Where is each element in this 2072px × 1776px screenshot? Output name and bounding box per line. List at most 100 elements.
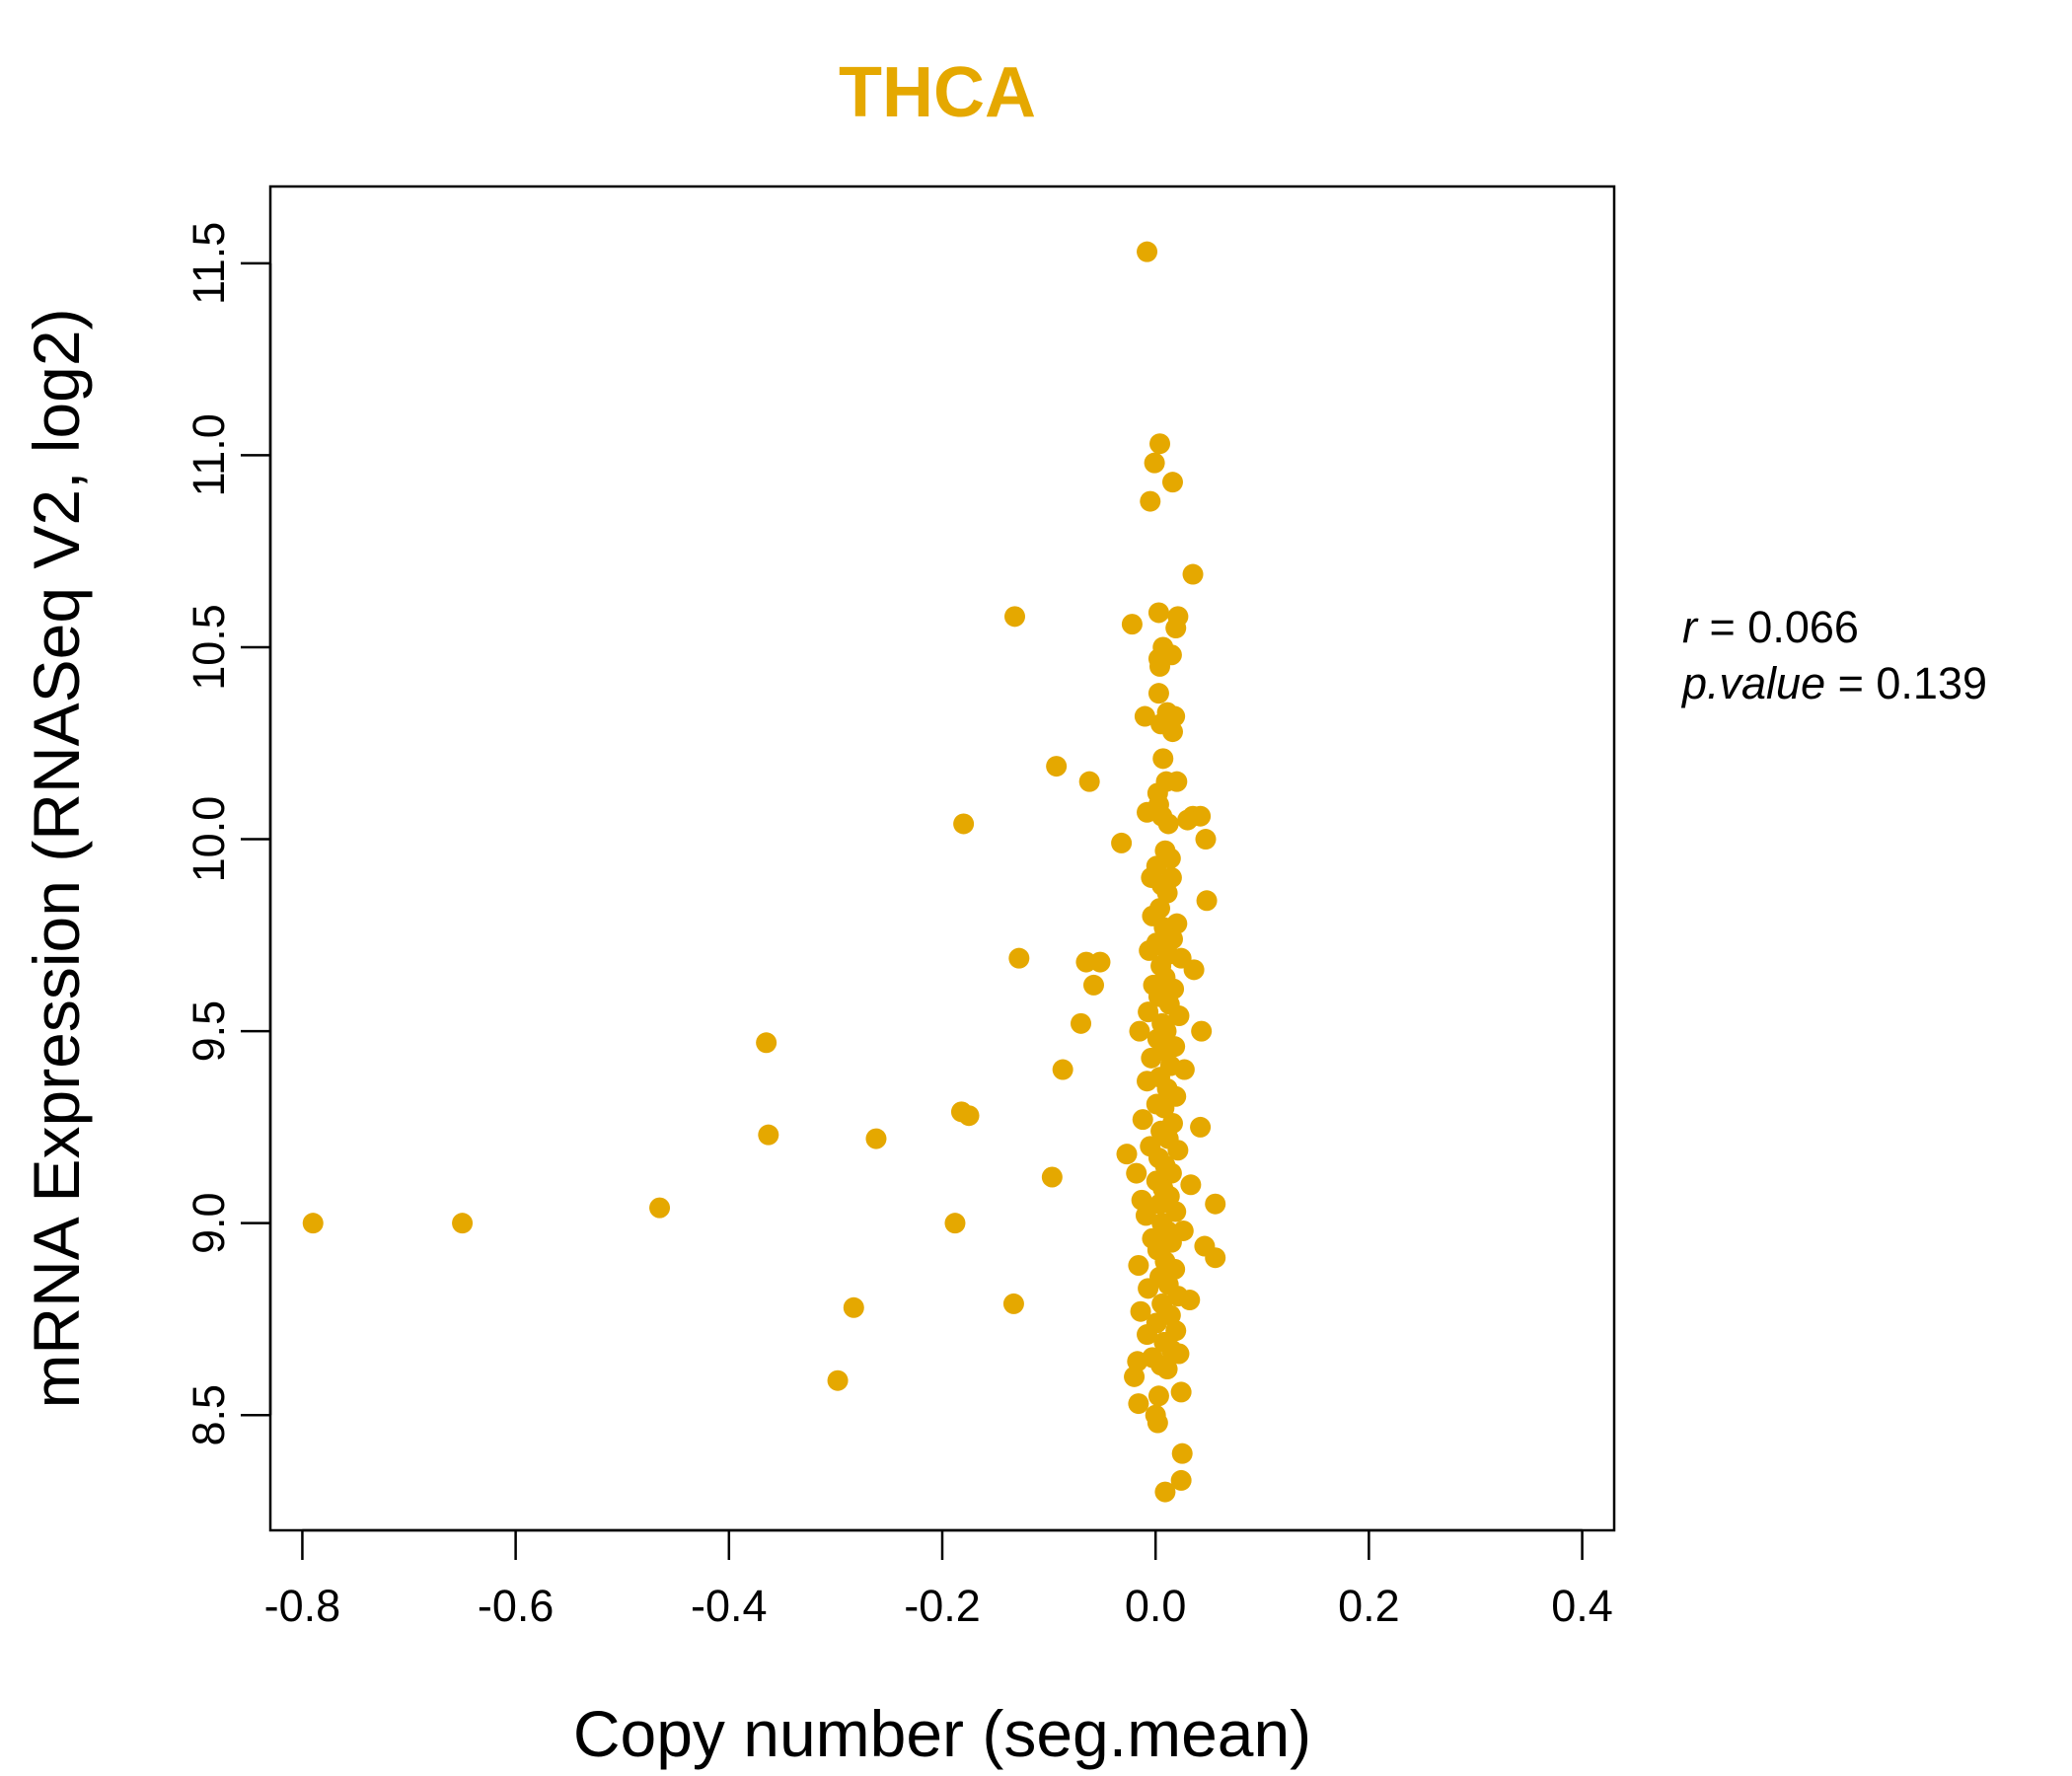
data-point bbox=[1171, 1443, 1193, 1464]
x-axis-label: Copy number (seg.mean) bbox=[573, 1697, 1311, 1770]
data-point bbox=[1008, 947, 1030, 969]
data-point bbox=[1135, 1205, 1156, 1226]
data-point bbox=[1137, 241, 1158, 262]
y-tick-label: 10.5 bbox=[184, 604, 234, 691]
data-point bbox=[1165, 1201, 1187, 1222]
data-point bbox=[1152, 748, 1174, 770]
data-point bbox=[1124, 1366, 1146, 1387]
data-point bbox=[1179, 1290, 1201, 1311]
data-point bbox=[1161, 472, 1183, 493]
stat-r-eq: = bbox=[1697, 602, 1747, 652]
data-point bbox=[1165, 618, 1187, 639]
stat-r: r = 0.066 bbox=[1682, 602, 1859, 652]
data-point bbox=[1082, 974, 1104, 996]
data-point bbox=[1156, 882, 1178, 904]
data-point bbox=[1089, 951, 1111, 973]
chart-title: THCA bbox=[839, 53, 1036, 132]
data-point bbox=[1147, 1412, 1168, 1434]
data-point bbox=[1170, 1381, 1192, 1403]
data-point bbox=[1121, 614, 1143, 635]
data-point bbox=[1129, 1020, 1150, 1042]
data-point bbox=[1173, 1059, 1195, 1080]
y-tick-label: 10.0 bbox=[184, 796, 234, 883]
data-point bbox=[1128, 1254, 1149, 1276]
data-point bbox=[649, 1197, 671, 1219]
stat-r-label: r bbox=[1682, 602, 1699, 652]
x-tick-label: -0.8 bbox=[264, 1581, 341, 1631]
data-point bbox=[1182, 563, 1204, 585]
data-point bbox=[1130, 1300, 1151, 1322]
data-point bbox=[1195, 829, 1217, 851]
data-point bbox=[1177, 809, 1199, 831]
data-point bbox=[1183, 959, 1205, 981]
data-point bbox=[1078, 771, 1100, 792]
y-tick-label: 8.5 bbox=[184, 1384, 234, 1446]
data-point bbox=[1149, 433, 1171, 455]
data-points bbox=[302, 241, 1226, 1503]
data-point bbox=[1052, 1059, 1073, 1080]
data-point bbox=[1144, 452, 1165, 474]
y-axis: 8.5 9.0 9.5 10.0 10.5 11.0 11.5 bbox=[184, 222, 272, 1446]
data-point bbox=[758, 1124, 779, 1146]
plot-frame bbox=[268, 185, 1616, 1532]
data-point bbox=[1128, 1393, 1149, 1415]
data-point bbox=[1196, 890, 1218, 912]
x-tick-label: 0.2 bbox=[1338, 1581, 1400, 1631]
stat-p-eq: = bbox=[1825, 658, 1876, 708]
data-point bbox=[1139, 939, 1160, 961]
data-point bbox=[1004, 606, 1026, 628]
y-tick-label: 9.5 bbox=[184, 1000, 234, 1063]
data-point bbox=[1167, 1140, 1189, 1161]
data-point bbox=[1157, 813, 1179, 835]
data-point bbox=[1126, 1162, 1147, 1184]
data-point bbox=[865, 1128, 887, 1149]
data-point bbox=[452, 1213, 474, 1234]
data-point bbox=[1134, 705, 1155, 727]
x-tick-label: 0.4 bbox=[1551, 1581, 1613, 1631]
data-point bbox=[1137, 1324, 1158, 1346]
data-point bbox=[1205, 1193, 1226, 1215]
data-point bbox=[1149, 655, 1171, 677]
y-tick-label: 9.0 bbox=[184, 1192, 234, 1254]
data-point bbox=[302, 1213, 324, 1234]
data-point bbox=[1156, 1359, 1178, 1380]
data-point bbox=[1153, 1097, 1175, 1119]
y-tick-label: 11.0 bbox=[184, 413, 234, 496]
data-point bbox=[1154, 1481, 1176, 1503]
stat-p-value: 0.139 bbox=[1876, 658, 1987, 708]
data-point bbox=[1190, 1116, 1212, 1138]
data-point bbox=[1191, 1020, 1213, 1042]
x-tick-label: -0.6 bbox=[478, 1581, 555, 1631]
data-point bbox=[1046, 756, 1068, 777]
x-axis: -0.8 -0.6 -0.4 -0.2 0.0 0.2 0.4 bbox=[264, 1528, 1613, 1631]
data-point bbox=[1071, 1012, 1092, 1034]
data-point bbox=[953, 813, 975, 835]
data-point bbox=[1149, 1193, 1171, 1215]
data-point bbox=[756, 1032, 777, 1054]
data-point bbox=[1147, 602, 1169, 624]
stat-r-value: 0.066 bbox=[1747, 602, 1859, 652]
y-axis-label: mRNA Expression (RNASeq V2, log2) bbox=[20, 308, 93, 1408]
data-point bbox=[1150, 713, 1172, 735]
data-point bbox=[1137, 1071, 1158, 1092]
data-point bbox=[1127, 1351, 1148, 1372]
x-tick-label: 0.0 bbox=[1125, 1581, 1187, 1631]
data-point bbox=[1111, 832, 1133, 853]
data-point bbox=[1141, 1047, 1162, 1069]
data-point bbox=[1138, 1001, 1159, 1023]
data-point bbox=[1041, 1166, 1063, 1188]
data-point bbox=[1147, 1385, 1169, 1407]
x-tick-label: -0.4 bbox=[691, 1581, 768, 1631]
data-point bbox=[1116, 1144, 1138, 1165]
stat-p-label: p.value bbox=[1680, 658, 1825, 708]
y-tick-label: 11.5 bbox=[184, 222, 234, 305]
data-point bbox=[944, 1213, 966, 1234]
data-point bbox=[1147, 683, 1169, 704]
data-point bbox=[843, 1296, 864, 1318]
data-point bbox=[958, 1105, 980, 1127]
data-point bbox=[1168, 1005, 1190, 1027]
data-point bbox=[1170, 1469, 1192, 1491]
data-point bbox=[1140, 490, 1161, 512]
data-point bbox=[1132, 1109, 1153, 1131]
